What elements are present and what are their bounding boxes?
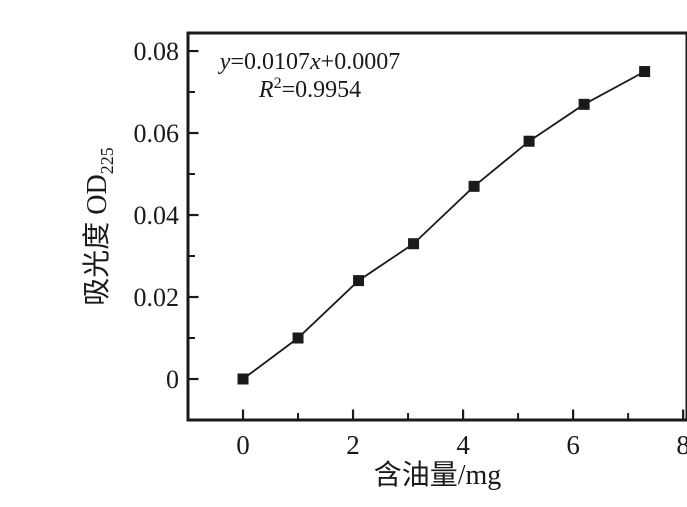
data-point-marker	[468, 180, 480, 192]
x-axis-label: 含油量/mg	[374, 459, 502, 491]
x-tick-label: 0	[236, 430, 250, 460]
data-line	[242, 70, 646, 380]
y-tick-label: 0	[166, 365, 179, 394]
x-tick-label: 6	[566, 430, 580, 460]
calibration-curve-figure: 0 2 4 6 8 0 0.02 0.04 0.06 0.08 y=0.0107x+0.0007 R2…	[40, 16, 687, 491]
equation-line-2: R2=0.9954	[258, 75, 361, 103]
y-tick-label: 0.02	[134, 283, 180, 312]
chart-canvas: 0 2 4 6 8 0 0.02 0.04 0.06 0.08 y=0.0107x+0.0007R2…	[81, 31, 687, 491]
y-axis-label: 吸光度 OD225	[81, 147, 117, 305]
y-tick-label: 0.08	[134, 37, 180, 66]
data-point-marker	[353, 275, 365, 287]
data-point-marker	[578, 98, 590, 110]
equation-line-1: y=0.0107x+0.0007	[218, 49, 400, 75]
plot-border	[186, 31, 687, 422]
data-point-marker	[523, 135, 535, 147]
x-tick-label: 4	[456, 430, 470, 460]
data-point-marker	[639, 66, 651, 78]
y-tick-label: 0.04	[134, 201, 180, 230]
x-tick-label: 8	[676, 430, 687, 460]
data-point-marker	[292, 332, 304, 344]
x-tick-label: 2	[346, 430, 360, 460]
y-tick-label: 0.06	[134, 119, 180, 148]
data-point-marker	[237, 373, 249, 385]
data-point-marker	[408, 238, 420, 250]
